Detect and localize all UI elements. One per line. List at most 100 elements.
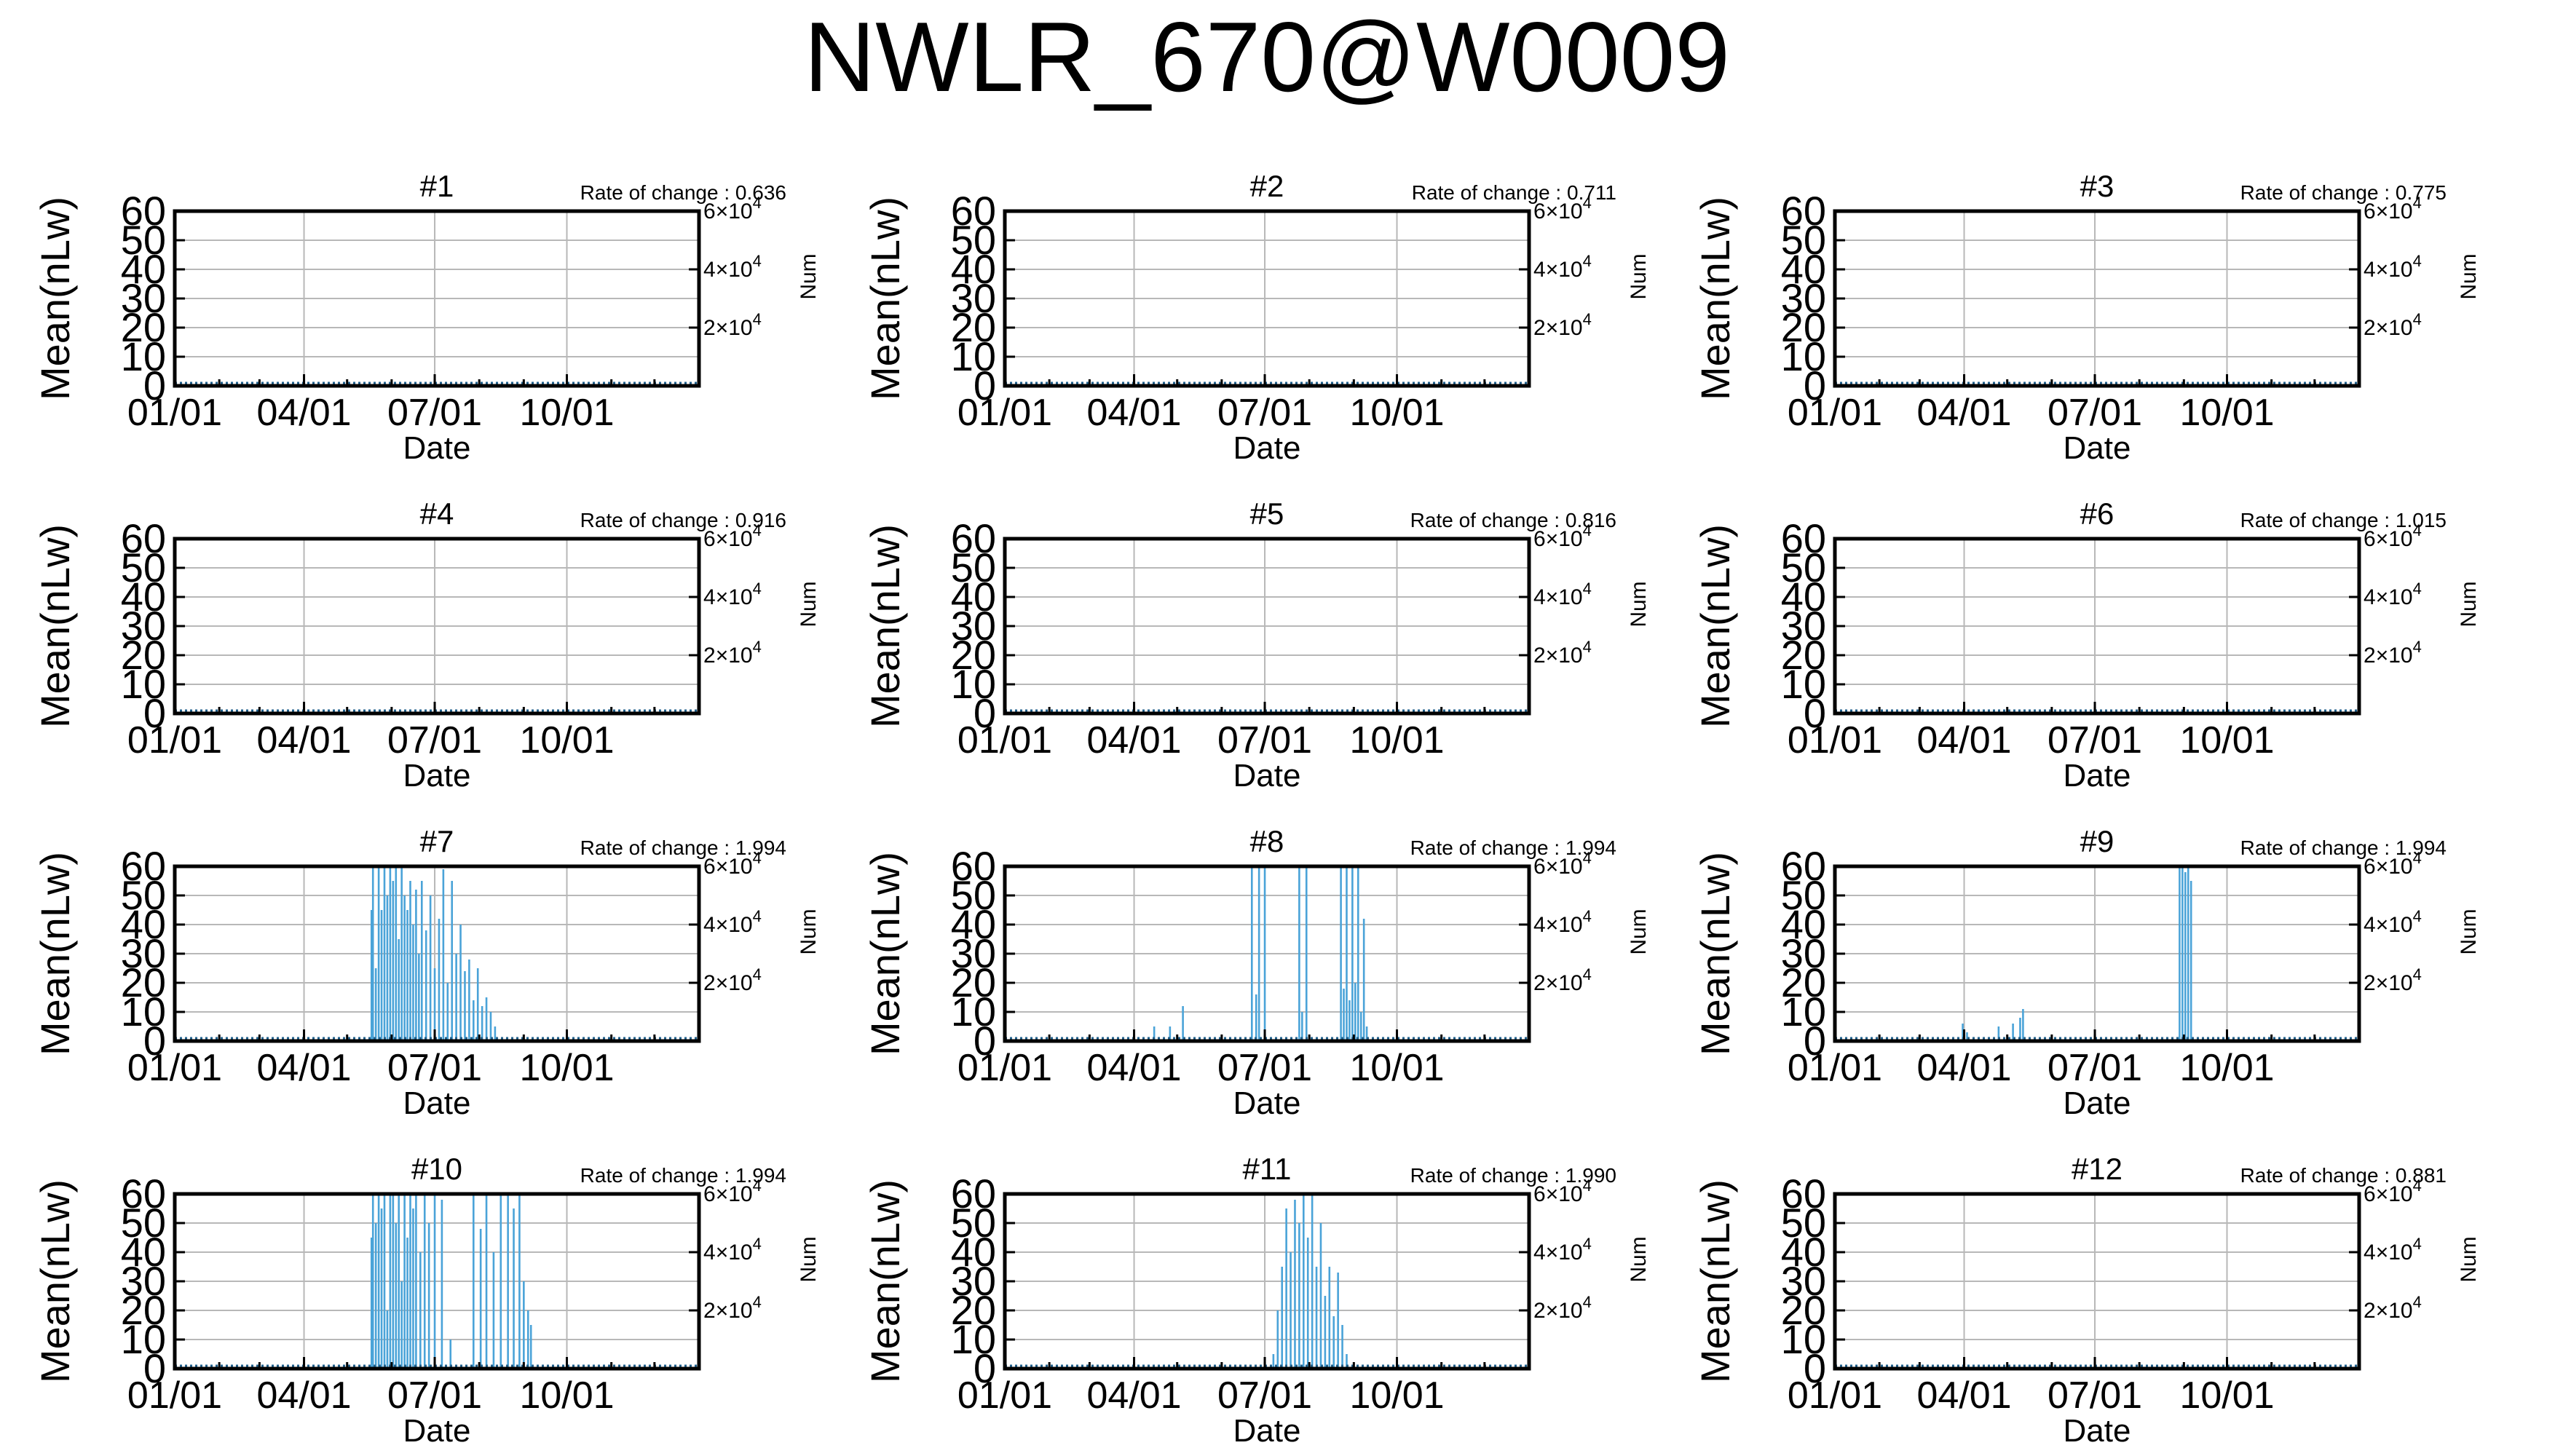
y2-tick-times: ×10 — [716, 527, 753, 551]
y-tick-label: 10 — [121, 989, 166, 1034]
y2-tick-label: 2×104 — [2364, 1293, 2422, 1323]
y-tick-label: 10 — [121, 661, 166, 707]
y-tick-label: 0 — [974, 1018, 996, 1064]
panel-title: #6 — [2080, 496, 2114, 531]
grid — [1835, 539, 2359, 713]
x-tick-label: 07/01 — [2047, 1374, 2142, 1417]
y2-tick-mantissa: 6 — [703, 855, 716, 879]
x-axis-ticks: 01/01 04/01 07/01 10/01 — [127, 702, 615, 761]
y-tick-label: 0 — [143, 1018, 166, 1064]
y2-tick-times: ×10 — [2376, 1182, 2413, 1206]
x-axis-label: Date — [2064, 1085, 2131, 1121]
y2-tick-exponent: 4 — [1583, 907, 1592, 925]
panel-title: #11 — [1243, 1152, 1292, 1186]
y2-axis-label: Num — [1627, 1236, 1651, 1282]
y-tick-label: 10 — [951, 661, 996, 707]
y2-tick-times: ×10 — [1546, 527, 1583, 551]
rate-of-change: Rate of change : 1.990 — [1410, 1164, 1616, 1187]
y-tick-label: 30 — [1781, 930, 1826, 976]
y-tick-label: 40 — [1781, 1229, 1826, 1275]
rate-of-change-value: 1.015 — [2396, 509, 2447, 531]
y-tick-label: 40 — [951, 574, 996, 620]
y2-tick-label: 6×104 — [2364, 1176, 2422, 1206]
rate-of-change-label: Rate of change : — [580, 509, 735, 531]
y2-axis-label: Num — [797, 1236, 821, 1282]
y-tick-label: 40 — [951, 1229, 996, 1275]
x-axis-ticks: 01/01 04/01 07/01 10/01 — [127, 374, 615, 434]
y-tick-label: 50 — [1781, 217, 1826, 263]
y-tick-label: 30 — [951, 275, 996, 321]
y2-tick-label: 2×104 — [1533, 310, 1592, 340]
grid — [1835, 866, 2359, 1041]
y2-tick-exponent: 4 — [1583, 521, 1592, 539]
y-tick-label: 50 — [951, 545, 996, 590]
y-tick-label: 10 — [121, 333, 166, 379]
y-axis-label: Mean(nLw) — [862, 197, 908, 400]
x-axis-ticks: 01/01 04/01 07/01 10/01 — [1788, 374, 2275, 434]
y-tick-label: 50 — [951, 217, 996, 263]
y2-tick-mantissa: 6 — [1533, 199, 1546, 223]
y2-tick-times: ×10 — [2376, 199, 2413, 223]
y2-tick-label: 4×104 — [1533, 579, 1592, 609]
y-tick-label: 10 — [951, 989, 996, 1034]
y2-tick-label: 4×104 — [2364, 1235, 2422, 1265]
y2-tick-exponent: 4 — [2413, 194, 2422, 212]
x-tick-label: 07/01 — [1217, 719, 1312, 761]
panel-title: #5 — [1250, 496, 1284, 531]
y2-tick-mantissa: 6 — [2364, 527, 2376, 551]
x-tick-label: 04/01 — [1916, 1374, 2011, 1417]
x-tick-label: 04/01 — [1916, 719, 2011, 761]
y2-tick-label: 4×104 — [2364, 252, 2422, 282]
y-tick-label: 30 — [121, 930, 166, 976]
rate-of-change-value: 0.881 — [2396, 1164, 2447, 1187]
y-tick-label: 30 — [121, 1258, 166, 1304]
y2-tick-label: 6×104 — [703, 194, 762, 223]
y2-tick-label: 6×104 — [2364, 194, 2422, 223]
y-axis-label: Mean(nLw) — [1692, 524, 1738, 728]
panel-title: #8 — [1250, 824, 1284, 858]
x-tick-label: 10/01 — [1349, 392, 1444, 434]
y-tick-label: 30 — [951, 1258, 996, 1304]
y2-tick-mantissa: 2 — [1533, 316, 1546, 340]
y2-tick-label: 6×104 — [703, 849, 762, 879]
x-tick-label: 07/01 — [1217, 392, 1312, 434]
y2-tick-exponent: 4 — [753, 521, 762, 539]
x-tick-label: 07/01 — [1217, 1047, 1312, 1089]
y2-tick-times: ×10 — [1546, 1241, 1583, 1265]
y2-tick-exponent: 4 — [2413, 1176, 2422, 1195]
y2-tick-exponent: 4 — [753, 1176, 762, 1195]
y2-tick-mantissa: 4 — [1533, 585, 1546, 609]
y2-tick-mantissa: 6 — [1533, 1182, 1546, 1206]
y2-axis-label: Num — [797, 909, 821, 954]
y-tick-label: 10 — [1781, 333, 1826, 379]
y-tick-label: 40 — [951, 246, 996, 292]
rate-of-change: Rate of change : 0.775 — [2240, 181, 2447, 204]
y2-tick-mantissa: 6 — [703, 1182, 716, 1206]
y-tick-label: 50 — [121, 1200, 166, 1246]
y2-axis-label: Num — [797, 581, 821, 627]
y-tick-label: 50 — [1781, 545, 1826, 590]
x-axis-label: Date — [403, 1085, 471, 1121]
y2-tick-mantissa: 2 — [2364, 316, 2376, 340]
rate-of-change-label: Rate of change : — [1410, 1164, 1565, 1187]
y2-tick-exponent: 4 — [2413, 521, 2422, 539]
y2-axis-label: Num — [1627, 581, 1651, 627]
x-tick-label: 04/01 — [256, 719, 351, 761]
x-axis-label: Date — [2064, 430, 2131, 466]
y2-tick-label: 4×104 — [703, 1235, 762, 1265]
y2-tick-times: ×10 — [2376, 316, 2413, 340]
y-tick-label: 0 — [974, 363, 996, 408]
y2-tick-mantissa: 2 — [2364, 644, 2376, 668]
x-tick-label: 10/01 — [2179, 719, 2274, 761]
y2-tick-exponent: 4 — [753, 579, 762, 598]
y-tick-label: 60 — [951, 843, 996, 889]
y-axis-label: Mean(nLw) — [32, 197, 78, 400]
